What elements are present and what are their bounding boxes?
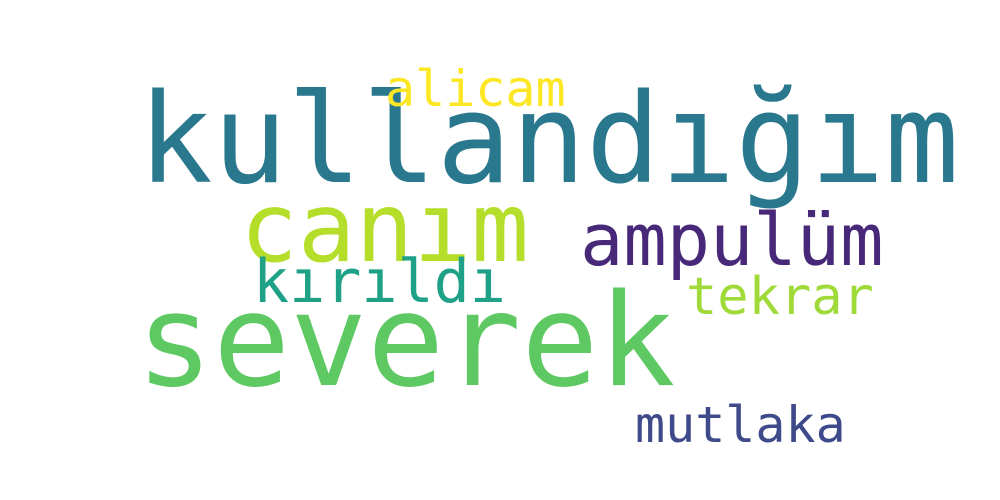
word-severek: severek (136, 267, 676, 416)
word-ampulum: ampulüm (580, 198, 884, 282)
word-mutlaka: mutlaka (635, 396, 846, 454)
word-alicam: alicam (385, 60, 566, 118)
word-canim: canım (240, 172, 529, 284)
word-kirildi: kırıldı (253, 247, 506, 317)
word-kullandigim: kullandığım (138, 68, 960, 212)
word-tekrar: tekrar (686, 267, 874, 327)
